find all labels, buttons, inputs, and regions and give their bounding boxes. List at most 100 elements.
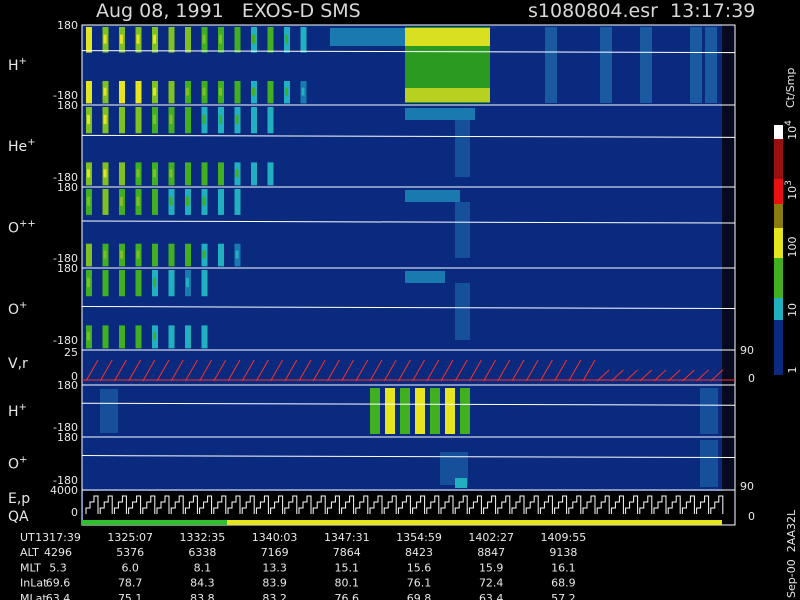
cell: 8423	[405, 546, 433, 559]
spectro-core	[120, 34, 123, 44]
spectro-core	[186, 87, 189, 96]
panel-label: O+	[8, 455, 27, 473]
cell: 1402:27	[468, 531, 514, 544]
cb-seg	[774, 258, 783, 298]
cell: 78.7	[118, 577, 143, 590]
cell: 57.2	[551, 592, 576, 600]
spectro-core	[103, 87, 107, 96]
spectro-core	[186, 250, 189, 259]
panel-label: He+	[8, 137, 36, 155]
trace-line	[81, 134, 736, 138]
y-tick-label: 180	[57, 262, 78, 275]
panel-label: E,p	[8, 491, 30, 507]
spectro-core	[186, 332, 189, 341]
spectro-core	[202, 114, 206, 125]
spectro-core	[136, 250, 140, 259]
spectro-core	[87, 114, 90, 125]
row-label: ALT	[20, 546, 39, 559]
spectro-core	[301, 87, 305, 96]
panel-dark	[722, 187, 735, 268]
spectro-block	[405, 28, 490, 46]
y-tick-label: 4000	[50, 484, 78, 497]
y2-tick-label: 90	[740, 344, 754, 357]
label-base: H	[8, 58, 19, 74]
spectro-core	[120, 87, 123, 96]
cell: 83.2	[262, 592, 287, 600]
spectro-core	[202, 87, 206, 96]
spectro-block	[445, 388, 455, 434]
spectro-core	[252, 87, 255, 96]
label-base: O	[8, 457, 19, 473]
trace-line	[81, 220, 736, 224]
label-sup: +	[19, 455, 27, 466]
trace-line	[81, 306, 736, 310]
spectro-block	[460, 388, 470, 434]
y2-tick-label: 0	[748, 372, 755, 385]
spectro-core	[219, 250, 222, 259]
label-base: QA	[8, 509, 29, 525]
cb-base: 10	[786, 186, 799, 200]
qa-bar	[227, 520, 722, 525]
cell: 1347:31	[324, 531, 370, 544]
panel-label: QA	[8, 509, 29, 525]
spectro-core	[153, 114, 156, 125]
spectro-core	[87, 169, 90, 178]
spectro-core	[153, 87, 156, 96]
label-base: He	[8, 139, 27, 155]
spectro-core	[87, 250, 90, 259]
cell: 7169	[261, 546, 289, 559]
y-tick-label: -180	[53, 474, 78, 487]
panel-bg	[82, 437, 735, 490]
cell: 5.3	[49, 561, 67, 574]
spectro-core	[186, 277, 189, 288]
cb-label: 104	[784, 120, 799, 140]
panel-dark	[722, 105, 735, 187]
spectro-core	[87, 87, 90, 96]
panel-label: H+	[8, 56, 27, 74]
cb-exp: 4	[784, 120, 794, 126]
y-tick-label: 180	[57, 19, 78, 32]
cb-seg	[774, 228, 783, 258]
cb-label: 1	[786, 367, 799, 374]
cell: 16.1	[551, 561, 576, 574]
spectro-core	[202, 250, 206, 259]
cb-seg	[774, 204, 783, 228]
y-tick-label: 180	[57, 181, 78, 194]
spectro-core	[235, 196, 239, 206]
spectro-core	[136, 277, 140, 288]
y2-tick-label: 0	[748, 510, 755, 523]
spectro-block	[100, 389, 118, 433]
spectro-core	[268, 34, 272, 44]
cell: 80.1	[335, 577, 360, 590]
spectro-block	[455, 120, 470, 177]
spectro-core	[103, 332, 107, 341]
cb-unit: Ct/Smp	[784, 68, 797, 108]
cell: 13.3	[262, 561, 287, 574]
panel-label: O+	[8, 300, 27, 318]
colorbar	[774, 125, 783, 375]
spectro-core	[301, 34, 305, 44]
cb-seg	[774, 125, 783, 139]
spectro-block	[405, 271, 445, 283]
trace-line	[81, 402, 736, 406]
spectro-core	[219, 196, 222, 206]
spectro-core	[153, 277, 156, 288]
cell: 15.6	[407, 561, 432, 574]
spectro-core	[268, 114, 272, 125]
spectro-core	[252, 114, 255, 125]
cell: 1354:59	[396, 531, 442, 544]
spectro-core	[219, 114, 222, 125]
spectro-core	[136, 34, 140, 44]
y-tick-label: 25	[64, 346, 78, 359]
cell: 1409:55	[541, 531, 587, 544]
cb-base: 10	[786, 126, 799, 140]
spectro-core	[169, 169, 173, 178]
spectro-core	[120, 169, 123, 178]
cb-label: 103	[784, 180, 799, 200]
spectro-core	[285, 34, 288, 44]
cell: 7864	[333, 546, 361, 559]
label-sup: +	[27, 137, 35, 148]
spectro-block	[690, 27, 702, 103]
spectro-core	[219, 169, 222, 178]
